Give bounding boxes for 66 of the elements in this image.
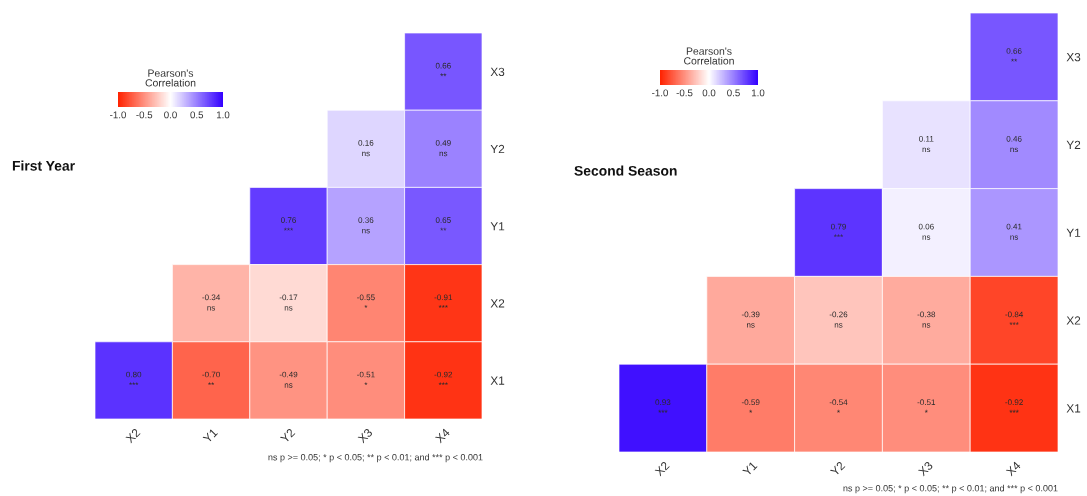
data-label: 0.49 ns xyxy=(435,140,451,157)
color-bar-label: 0.0 xyxy=(164,111,177,119)
data-label: 0.80 *** xyxy=(126,371,142,385)
color-bar-label: 1.0 xyxy=(216,111,230,119)
data-label: -0.26 ns xyxy=(829,311,848,328)
data-label: -0.92 *** xyxy=(1005,399,1023,413)
x-tick-label: X2 xyxy=(654,460,670,477)
data-label: -0.92 *** xyxy=(434,371,453,385)
data-label: -0.84 *** xyxy=(1005,311,1024,325)
y-tick-label: X1 xyxy=(490,376,505,385)
data-label: 0.11 ns xyxy=(919,135,934,153)
x-tick-label: Y1 xyxy=(202,428,218,444)
y-tick-label: X2 xyxy=(490,299,505,308)
y-tick-label: Y2 xyxy=(490,144,505,154)
color-bar-title: Pearson's Correlation xyxy=(684,47,734,65)
data-label: -0.70 ** xyxy=(202,371,220,385)
data-label: 0.76 *** xyxy=(280,217,296,231)
data-label: -0.39 ns xyxy=(741,311,760,328)
x-tick-label: Y2 xyxy=(829,460,846,477)
data-label: 0.16 ns xyxy=(358,140,374,157)
x-tick-label: Y2 xyxy=(279,427,296,444)
data-label: -0.51 * xyxy=(917,399,936,413)
y-tick-label: Y1 xyxy=(1066,228,1081,237)
data-label: 0.36 ns xyxy=(358,217,374,234)
color-bar-label: -1.0 xyxy=(652,89,668,97)
data-label: -0.59 * xyxy=(741,399,760,413)
data-label: 0.93 *** xyxy=(655,399,671,413)
color-bar-label: 1.0 xyxy=(751,89,765,97)
data-label: 0.79 *** xyxy=(830,223,846,238)
data-label: -0.49 ns xyxy=(279,371,298,388)
data-label: -0.54 * xyxy=(829,399,848,413)
y-tick-label: Y1 xyxy=(490,222,505,231)
y-tick-label: Y2 xyxy=(1066,140,1081,149)
y-tick-label: X1 xyxy=(1066,404,1081,413)
data-label: -0.51 * xyxy=(357,371,375,385)
data-label: 0.65 ** xyxy=(435,217,451,231)
data-label: 0.41 ns xyxy=(1006,223,1022,240)
color-bar-title: Pearson's Correlation xyxy=(145,69,196,87)
text: ns p >= 0.05; * p < 0.05; ** p < 0.01; and *** p < 0.001 xyxy=(843,484,1058,494)
y-tick-label: X3 xyxy=(490,67,505,76)
data-label: -0.38 ns xyxy=(917,311,936,328)
data-label: -0.91 *** xyxy=(434,294,453,308)
color-bar-label: 0.0 xyxy=(702,89,716,97)
x-tick-label: X2 xyxy=(125,427,141,444)
x-tick-label: X4 xyxy=(434,427,451,444)
data-label: -0.34 ns xyxy=(202,294,221,311)
color-bar-label: -0.5 xyxy=(676,89,693,97)
color-bar-label: -0.5 xyxy=(136,111,153,119)
data-label: 0.66 ** xyxy=(1006,48,1022,62)
x-tick-label: Y1 xyxy=(742,461,758,477)
data-label: 0.06 ns xyxy=(918,223,934,240)
color-bar-label: -1.0 xyxy=(110,111,126,119)
text: ns p >= 0.05; * p < 0.05; ** p < 0.01; and *** p < 0.001 xyxy=(268,453,483,463)
x-tick-label: X3 xyxy=(357,427,373,444)
data-label: -0.17 ns xyxy=(279,294,298,311)
data-label: -0.55 * xyxy=(357,294,375,308)
y-tick-label: X3 xyxy=(1066,52,1081,62)
text: First Year xyxy=(12,160,75,171)
y-tick-label: X2 xyxy=(1066,316,1081,325)
data-label: 0.66 ** xyxy=(435,62,451,77)
x-tick-label: X3 xyxy=(917,460,934,477)
data-label: 0.46 ns xyxy=(1006,135,1022,153)
color-bar-label: 0.5 xyxy=(190,111,204,119)
color-bar-label: 0.5 xyxy=(727,89,740,97)
x-tick-label: X4 xyxy=(1005,460,1022,477)
text: Second Season xyxy=(574,165,677,176)
